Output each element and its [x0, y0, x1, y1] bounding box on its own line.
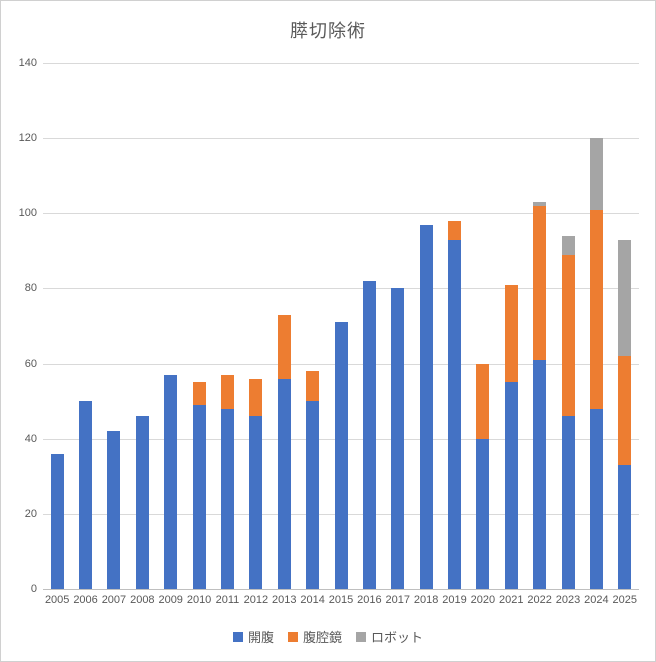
bar-segment-2016-開腹 [362, 280, 376, 589]
x-axis-tick-label: 2016 [357, 594, 382, 606]
bar-segment-2025-ロボット [618, 239, 632, 357]
legend-item-ロボット: ロボット [356, 627, 423, 646]
bar-segment-2025-開腹 [618, 465, 632, 589]
gridline [43, 63, 639, 64]
x-axis-line [43, 589, 639, 590]
y-axis-tick-label: 20 [24, 507, 37, 520]
bar-segment-2024-開腹 [589, 408, 603, 589]
legend-swatch-icon [356, 631, 366, 642]
y-axis-tick-label: 120 [18, 132, 37, 145]
bar-segment-2022-開腹 [533, 359, 547, 589]
x-axis-tick-label: 2021 [499, 594, 524, 606]
x-axis-tick-label: 2005 [44, 594, 70, 606]
x-axis-tick-label: 2007 [101, 594, 127, 606]
bar-segment-2022-腹腔鏡 [533, 205, 547, 360]
y-axis-tick-label: 100 [18, 207, 37, 220]
bar-segment-2011-開腹 [220, 408, 234, 589]
bar-segment-2019-腹腔鏡 [448, 220, 462, 240]
bar-segment-2010-腹腔鏡 [192, 382, 206, 405]
x-axis-tick-label: 2019 [442, 594, 467, 606]
x-axis-tick-label: 2012 [243, 594, 269, 606]
y-axis-tick-label: 80 [24, 282, 37, 295]
bar-segment-2005-開腹 [50, 453, 64, 589]
bar-segment-2022-ロボット [533, 202, 547, 206]
bar-segment-2011-腹腔鏡 [220, 374, 234, 409]
x-axis-tick-label: 2017 [385, 594, 410, 606]
legend-item-開腹: 開腹 [232, 627, 274, 646]
x-axis-tick-label: 2024 [584, 594, 609, 606]
legend-swatch-icon [287, 631, 298, 642]
legend: 開腹 腹腔鏡 ロボット [1, 627, 655, 646]
legend-label: ロボット [371, 630, 424, 645]
bar-segment-2023-腹腔鏡 [561, 254, 575, 417]
bar-segment-2023-ロボット [561, 235, 575, 255]
bar-segment-2008-開腹 [135, 416, 149, 589]
bar-segment-2009-開腹 [164, 374, 178, 589]
y-axis-tick-label: 140 [18, 57, 37, 69]
bar-segment-2018-開腹 [419, 224, 433, 589]
x-axis-tick-label: 2013 [271, 594, 297, 606]
legend-item-腹腔鏡: 腹腔鏡 [287, 627, 342, 646]
bar-segment-2012-開腹 [249, 416, 263, 589]
bar-segment-2015-開腹 [334, 322, 348, 589]
bar-segment-2012-腹腔鏡 [249, 378, 263, 417]
bar-segment-2014-腹腔鏡 [306, 371, 320, 402]
x-axis-tick-label: 2011 [215, 594, 240, 606]
y-axis-tick-label: 40 [24, 432, 37, 445]
bar-segment-2025-腹腔鏡 [618, 356, 632, 465]
bar-segment-2024-腹腔鏡 [589, 209, 603, 409]
legend-swatch-icon [232, 631, 243, 642]
bar-segment-2024-ロボット [589, 138, 603, 210]
bar-segment-2006-開腹 [79, 401, 93, 589]
bar-segment-2019-開腹 [448, 239, 462, 589]
y-axis-tick-label: 0 [30, 583, 37, 595]
x-axis-tick-label: 2022 [527, 594, 552, 606]
plot-area: 0 20 40 60 80 100 120 140 2005 2006 2007 2008 2009 20… [19, 57, 639, 606]
bar-segment-2013-開腹 [277, 378, 291, 589]
gridline [43, 138, 639, 140]
bar-segment-2014-開腹 [306, 401, 320, 589]
x-axis-tick-label: 2025 [612, 594, 638, 606]
chart-title: 膵切除術 [290, 21, 366, 41]
bar-segment-2021-腹腔鏡 [504, 284, 518, 383]
x-axis-tick-label: 2014 [300, 594, 325, 606]
x-axis-tick-label: 2015 [328, 594, 354, 606]
legend-label: 開腹 [247, 630, 274, 645]
x-axis-tick-label: 2018 [413, 594, 439, 606]
x-axis-tick-label: 2023 [555, 594, 581, 606]
bar-segment-2021-開腹 [504, 382, 518, 589]
legend-label: 腹腔鏡 [302, 630, 342, 645]
bar-segment-2013-腹腔鏡 [277, 314, 291, 379]
bar-segment-2023-開腹 [561, 416, 575, 589]
bar-segment-2020-腹腔鏡 [476, 363, 490, 439]
x-axis-tick-label: 2009 [158, 594, 183, 606]
gridline [43, 288, 639, 290]
x-axis-tick-label: 2008 [130, 594, 155, 606]
x-axis-tick-label: 2006 [73, 594, 98, 606]
gridline [43, 213, 639, 215]
x-axis-tick-label: 2020 [470, 594, 496, 606]
bar-segment-2007-開腹 [107, 431, 121, 589]
bar-segment-2020-開腹 [476, 438, 490, 589]
bar-segment-2010-開腹 [192, 404, 206, 589]
y-axis-tick-label: 60 [24, 357, 37, 370]
bar-segment-2017-開腹 [391, 288, 405, 589]
x-axis-tick-label: 2010 [186, 594, 212, 606]
